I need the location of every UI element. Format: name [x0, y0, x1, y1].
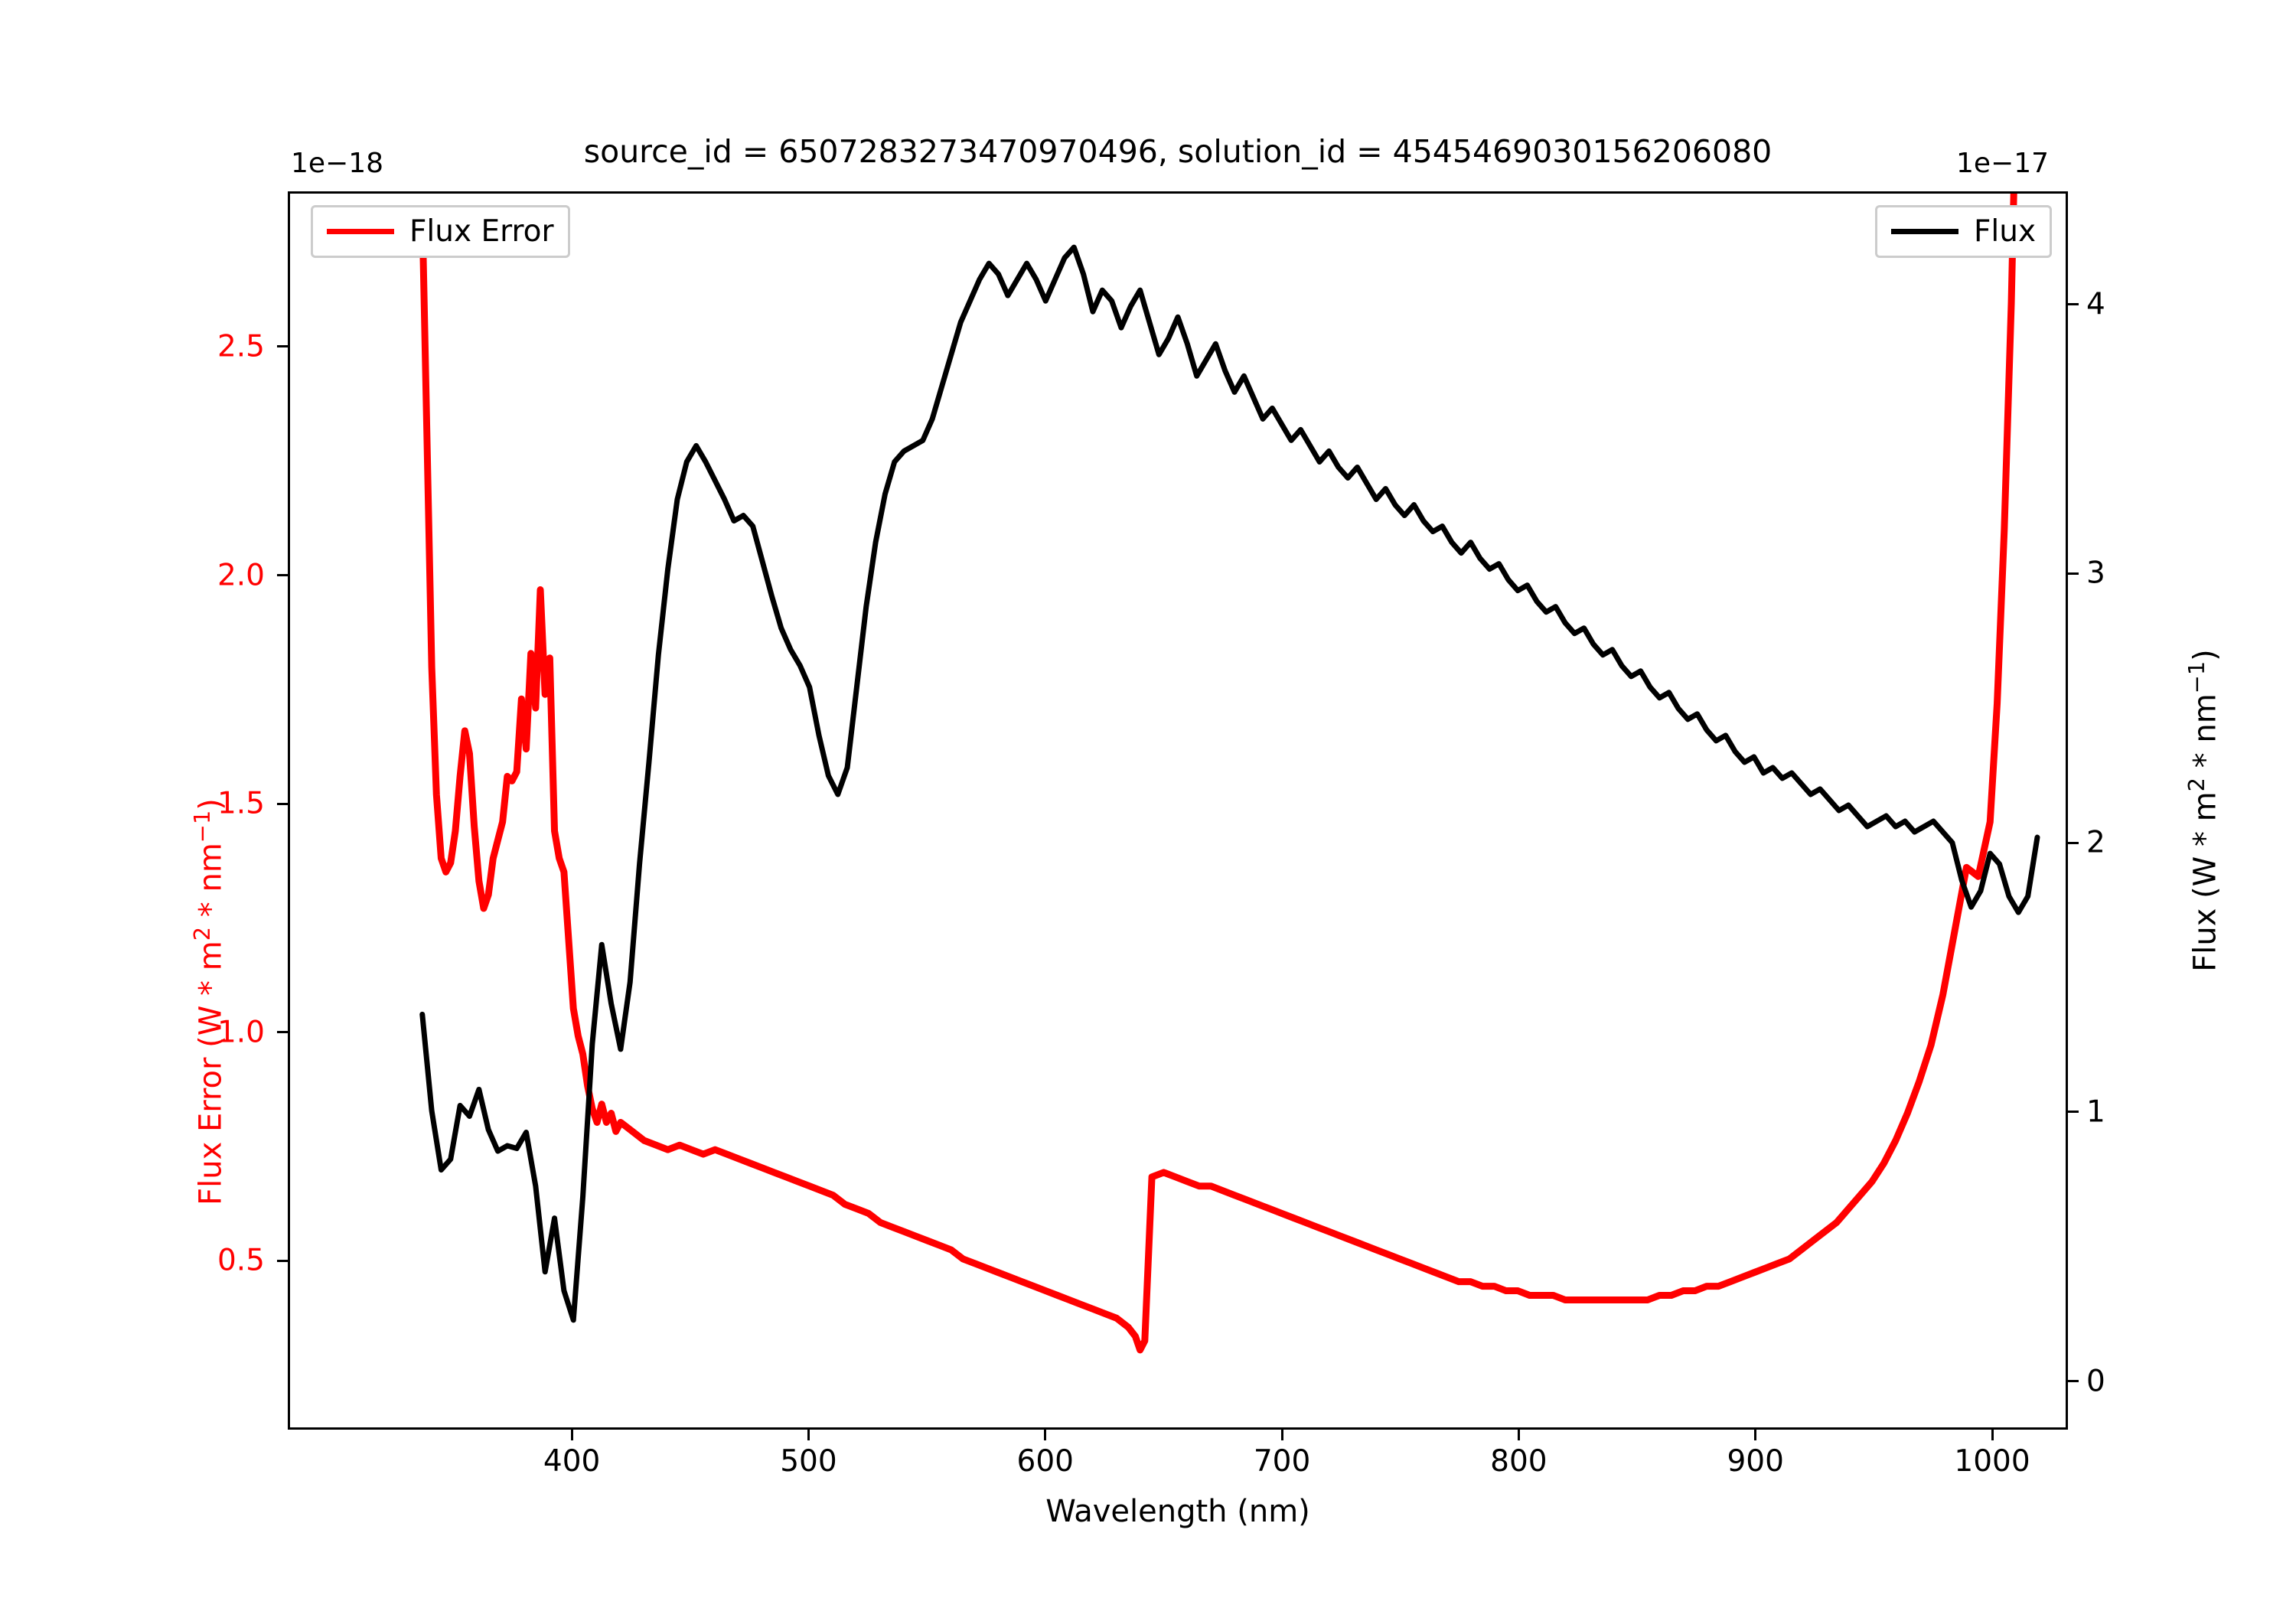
- right-axis-offset-label: 1e−17: [1956, 148, 2050, 179]
- legend-swatch-flux-error-icon: [327, 229, 394, 234]
- y-left-label-sup2: −1: [189, 810, 215, 843]
- y-left-tick-label: 2.5: [217, 329, 265, 364]
- y-axis-right-label: Flux (W * m2 * nm−1): [2183, 191, 2229, 1430]
- y-left-label-mid: * nm: [193, 843, 229, 927]
- x-tick-label: 500: [780, 1444, 837, 1479]
- y-right-label-pre: Flux (W * m: [2187, 791, 2223, 972]
- x-tick-mark: [1754, 1430, 1757, 1440]
- plot-area: [288, 191, 2068, 1430]
- page-title: source_id = 6507283273470970496, solutio…: [583, 133, 1773, 170]
- y-axis-left-label: Flux Error (W * m2 * nm−1): [189, 383, 234, 1621]
- y-left-tick-mark: [277, 574, 288, 577]
- legend-flux-error[interactable]: Flux Error: [311, 205, 570, 258]
- y-left-tick-mark: [277, 1259, 288, 1262]
- y-right-label-sup1: 2: [2183, 778, 2210, 792]
- y-left-tick-mark: [277, 345, 288, 348]
- legend-label-flux-error: Flux Error: [409, 214, 554, 249]
- legend-flux[interactable]: Flux: [1875, 205, 2053, 258]
- x-tick-label: 600: [1016, 1444, 1075, 1479]
- y-left-tick-label: 1.5: [217, 786, 265, 821]
- x-tick-label: 800: [1490, 1444, 1548, 1479]
- y-right-tick-mark: [2068, 1111, 2079, 1114]
- chart-svg: [290, 194, 2066, 1427]
- x-axis-label: Wavelength (nm): [1045, 1494, 1310, 1529]
- x-tick-mark: [1044, 1430, 1047, 1440]
- y-left-tick-label: 2.0: [217, 558, 265, 593]
- x-tick-label: 1000: [1954, 1444, 2030, 1479]
- y-right-tick-mark: [2068, 1380, 2079, 1383]
- y-left-label-sup1: 2: [189, 926, 215, 941]
- y-right-tick-label: 3: [2086, 556, 2105, 591]
- x-tick-mark: [1280, 1430, 1283, 1440]
- y-left-label-post: ): [193, 798, 229, 810]
- y-right-tick-label: 1: [2086, 1094, 2105, 1130]
- y-left-tick-label: 0.5: [217, 1243, 265, 1278]
- y-right-tick-label: 2: [2086, 825, 2105, 860]
- y-right-label-sup2: −1: [2183, 660, 2210, 694]
- x-tick-mark: [1517, 1430, 1520, 1440]
- y-right-tick-mark: [2068, 303, 2079, 306]
- flux-line: [422, 247, 2037, 1320]
- x-tick-mark: [1991, 1430, 1994, 1440]
- x-tick-mark: [570, 1430, 573, 1440]
- legend-swatch-flux-icon: [1891, 229, 1958, 234]
- y-right-tick-label: 0: [2086, 1364, 2105, 1399]
- x-tick-label: 400: [543, 1444, 601, 1479]
- x-tick-label: 900: [1727, 1444, 1784, 1479]
- y-right-tick-mark: [2068, 841, 2079, 844]
- flux-error-line: [422, 194, 2037, 1350]
- y-right-label-mid: * nm: [2187, 693, 2223, 778]
- legend-label-flux: Flux: [1974, 214, 2037, 249]
- y-right-label-post: ): [2187, 649, 2223, 661]
- left-axis-offset-label: 1e−18: [291, 148, 384, 179]
- x-tick-mark: [807, 1430, 810, 1440]
- y-right-tick-mark: [2068, 572, 2079, 575]
- y-left-tick-label: 1.0: [217, 1015, 265, 1050]
- y-left-label-pre: Flux Error (W * m: [193, 941, 229, 1205]
- y-right-tick-label: 4: [2086, 287, 2105, 322]
- x-tick-label: 700: [1253, 1444, 1311, 1479]
- y-left-tick-mark: [277, 1031, 288, 1034]
- y-left-tick-mark: [277, 802, 288, 805]
